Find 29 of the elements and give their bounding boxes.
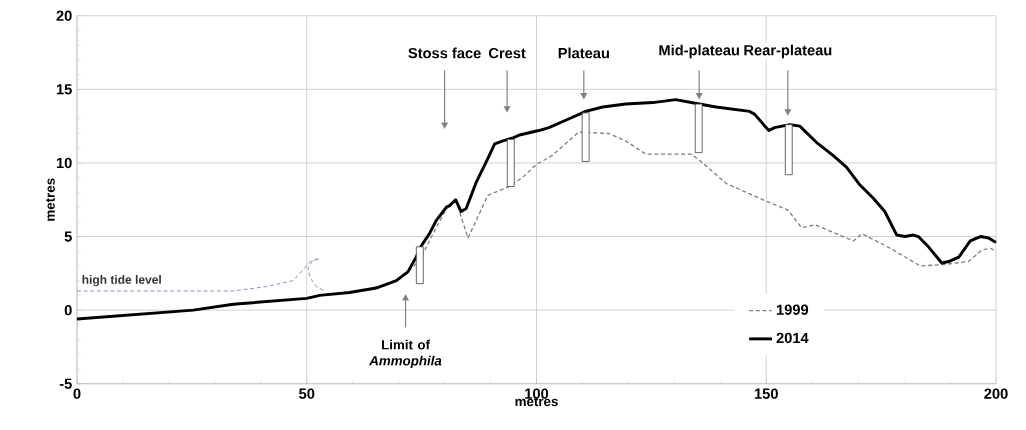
y-tick-label: 0 bbox=[64, 304, 72, 316]
annotation: Stoss face bbox=[408, 47, 481, 59]
annotation: Plateau bbox=[558, 47, 609, 59]
y-tick-label: 5 bbox=[64, 231, 72, 242]
line-series bbox=[75, 98, 998, 321]
annotation: Limit of Ammophila bbox=[368, 339, 442, 369]
bar bbox=[415, 246, 424, 285]
annotation: Mid-plateau bbox=[659, 44, 739, 59]
x-axis-title: metres bbox=[515, 397, 558, 407]
series-label: high tide level bbox=[82, 275, 161, 287]
y-tick-label: 10 bbox=[56, 157, 72, 169]
bar bbox=[694, 103, 703, 154]
annotation: Crest bbox=[488, 47, 526, 59]
annotation: Rear-plateau bbox=[744, 44, 832, 59]
x-tick-label: 200 bbox=[984, 388, 1008, 399]
y-axis-title: metres bbox=[46, 178, 55, 221]
y-tick-label: -5 bbox=[59, 378, 72, 389]
legend-label: 1999 bbox=[776, 304, 809, 315]
line-series bbox=[76, 258, 326, 292]
bar bbox=[506, 138, 515, 187]
x-tick-label: 150 bbox=[754, 388, 778, 399]
legend-label: 2014 bbox=[776, 332, 809, 344]
x-tick-label: 0 bbox=[73, 388, 81, 399]
y-tick-label: 20 bbox=[56, 10, 72, 21]
x-tick-label: 50 bbox=[299, 388, 315, 399]
x-tick-label: 100 bbox=[525, 388, 549, 399]
y-tick-label: 15 bbox=[56, 84, 72, 95]
bar bbox=[581, 112, 590, 162]
bar bbox=[784, 124, 793, 176]
